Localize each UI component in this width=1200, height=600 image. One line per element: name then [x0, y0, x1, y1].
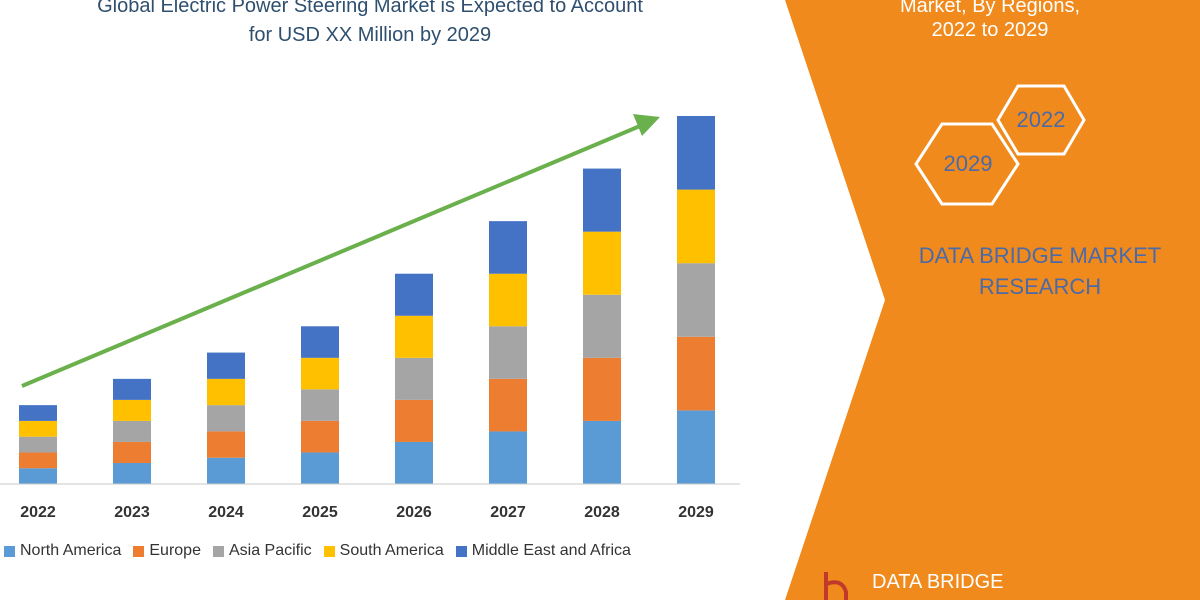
bar-segment-2027-north-america [489, 431, 527, 484]
bar-segment-2024-europe [207, 431, 245, 458]
bar-segment-2022-middle-east-and-africa [19, 405, 57, 421]
legend-label: Europe [149, 542, 201, 559]
bar-segment-2023-north-america [113, 462, 151, 484]
chart-legend: North America Europe Asia Pacific South Ame… [4, 540, 643, 562]
bar-segment-2028-middle-east-and-africa [583, 168, 621, 232]
bar-segment-2026-asia-pacific [395, 357, 433, 400]
x-tick-label-2026: 2026 [396, 504, 432, 521]
bar-segment-2027-middle-east-and-africa [489, 221, 527, 274]
bar-segment-2029-asia-pacific [677, 263, 715, 337]
bar-segment-2025-middle-east-and-africa [301, 326, 339, 358]
x-tick-label-2025: 2025 [302, 504, 338, 521]
x-tick-label-2022: 2022 [20, 504, 56, 521]
x-tick-label-2024: 2024 [208, 504, 244, 521]
bar-segment-2027-south-america [489, 273, 527, 327]
legend-label: Middle East and Africa [471, 542, 631, 559]
x-tick-label-2023: 2023 [114, 504, 150, 521]
stacked-bar-chart: 2022 2023 2024 2025 2026 2027 2028 2029 [19, 116, 715, 521]
bar-segment-2028-north-america [583, 420, 621, 484]
side-panel-subtitle-line-1: Market, By Regions, [899, 0, 1081, 17]
legend-item-middle-east-and-africa: Middle East and Africa [455, 542, 631, 560]
bar-segment-2022-europe [19, 452, 57, 469]
legend-swatch [133, 545, 145, 557]
legend-swatch [323, 545, 335, 557]
hexagon-2022 [996, 84, 1086, 156]
hexagon-2022-label: 2022 [1016, 107, 1066, 132]
bar-segment-2029-europe [677, 336, 715, 411]
bar-segment-2026-middle-east-and-africa [395, 273, 433, 316]
x-tick-label-2027: 2027 [490, 504, 526, 521]
bar-segment-2029-north-america [677, 410, 715, 484]
bar-segment-2023-south-america [113, 399, 151, 421]
bar-segment-2022-south-america [19, 420, 57, 437]
bar-segment-2026-south-america [395, 315, 433, 358]
bar-segment-2025-europe [301, 420, 339, 453]
legend-item-asia-pacific: Asia Pacific [212, 542, 312, 560]
brand-name-line-2: RESEARCH [978, 274, 1102, 299]
trend-arrow [21, 114, 660, 388]
orange-side-panel [785, 0, 1200, 600]
legend-label: North America [20, 542, 122, 559]
legend-label: Asia Pacific [228, 542, 312, 559]
bar-segment-2023-europe [113, 441, 151, 463]
brand-name-line-1: DATA BRIDGE MARKET [918, 243, 1162, 268]
bar-segment-2024-middle-east-and-africa [207, 352, 245, 379]
bar-segment-2028-south-america [583, 231, 621, 295]
x-tick-label-2029: 2029 [678, 504, 714, 521]
bar-segment-2027-europe [489, 378, 527, 432]
bar-segment-2024-north-america [207, 457, 245, 484]
chart-title-line-2: for USD XX Million by 2029 [248, 24, 492, 46]
bar-segment-2025-south-america [301, 357, 339, 390]
legend-label: South America [339, 542, 444, 559]
side-panel-subtitle-line-2: 2022 to 2029 [931, 19, 1049, 41]
trend-arrow-head [633, 114, 660, 136]
legend-swatch [212, 545, 224, 557]
hexagon-2029-label: 2029 [943, 151, 993, 176]
bar-segment-2029-south-america [677, 189, 715, 264]
chart-title-line-1: Global Electric Power Steering Market is… [97, 0, 643, 17]
legend-item-north-america: North America [4, 542, 121, 560]
legend-swatch [4, 545, 15, 557]
bar-segment-2023-middle-east-and-africa [113, 378, 151, 400]
bar-segment-2028-europe [583, 357, 621, 421]
legend-item-europe: Europe [133, 542, 201, 560]
legend-swatch [455, 545, 467, 557]
bar-segment-2025-north-america [301, 452, 339, 484]
footer-brand-name: DATA BRIDGE [872, 571, 1004, 593]
bar-segment-2023-asia-pacific [113, 420, 151, 442]
footer-logo-icon [824, 572, 848, 600]
bar-segment-2024-south-america [207, 378, 245, 406]
bar-segment-2025-asia-pacific [301, 389, 339, 421]
bar-segment-2028-asia-pacific [583, 294, 621, 358]
bar-segment-2024-asia-pacific [207, 405, 245, 432]
bar-segment-2026-europe [395, 399, 433, 442]
hexagon-2029 [914, 122, 1020, 206]
bar-segment-2026-north-america [395, 441, 433, 484]
trend-arrow-line [21, 124, 641, 388]
bar-segment-2029-middle-east-and-africa [677, 116, 715, 190]
bar-segment-2022-asia-pacific [19, 436, 57, 453]
bar-segment-2022-north-america [19, 468, 57, 484]
legend-item-south-america: South America [323, 542, 444, 560]
bar-segment-2027-asia-pacific [489, 326, 527, 379]
x-tick-label-2028: 2028 [584, 504, 620, 521]
